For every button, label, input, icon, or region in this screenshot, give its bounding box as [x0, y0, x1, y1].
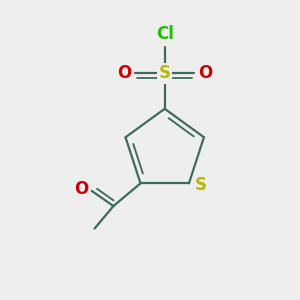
Text: S: S [159, 64, 171, 82]
Text: O: O [74, 180, 88, 198]
Text: O: O [118, 64, 132, 82]
Text: O: O [198, 64, 212, 82]
Text: Cl: Cl [156, 25, 174, 43]
Text: S: S [194, 176, 206, 194]
